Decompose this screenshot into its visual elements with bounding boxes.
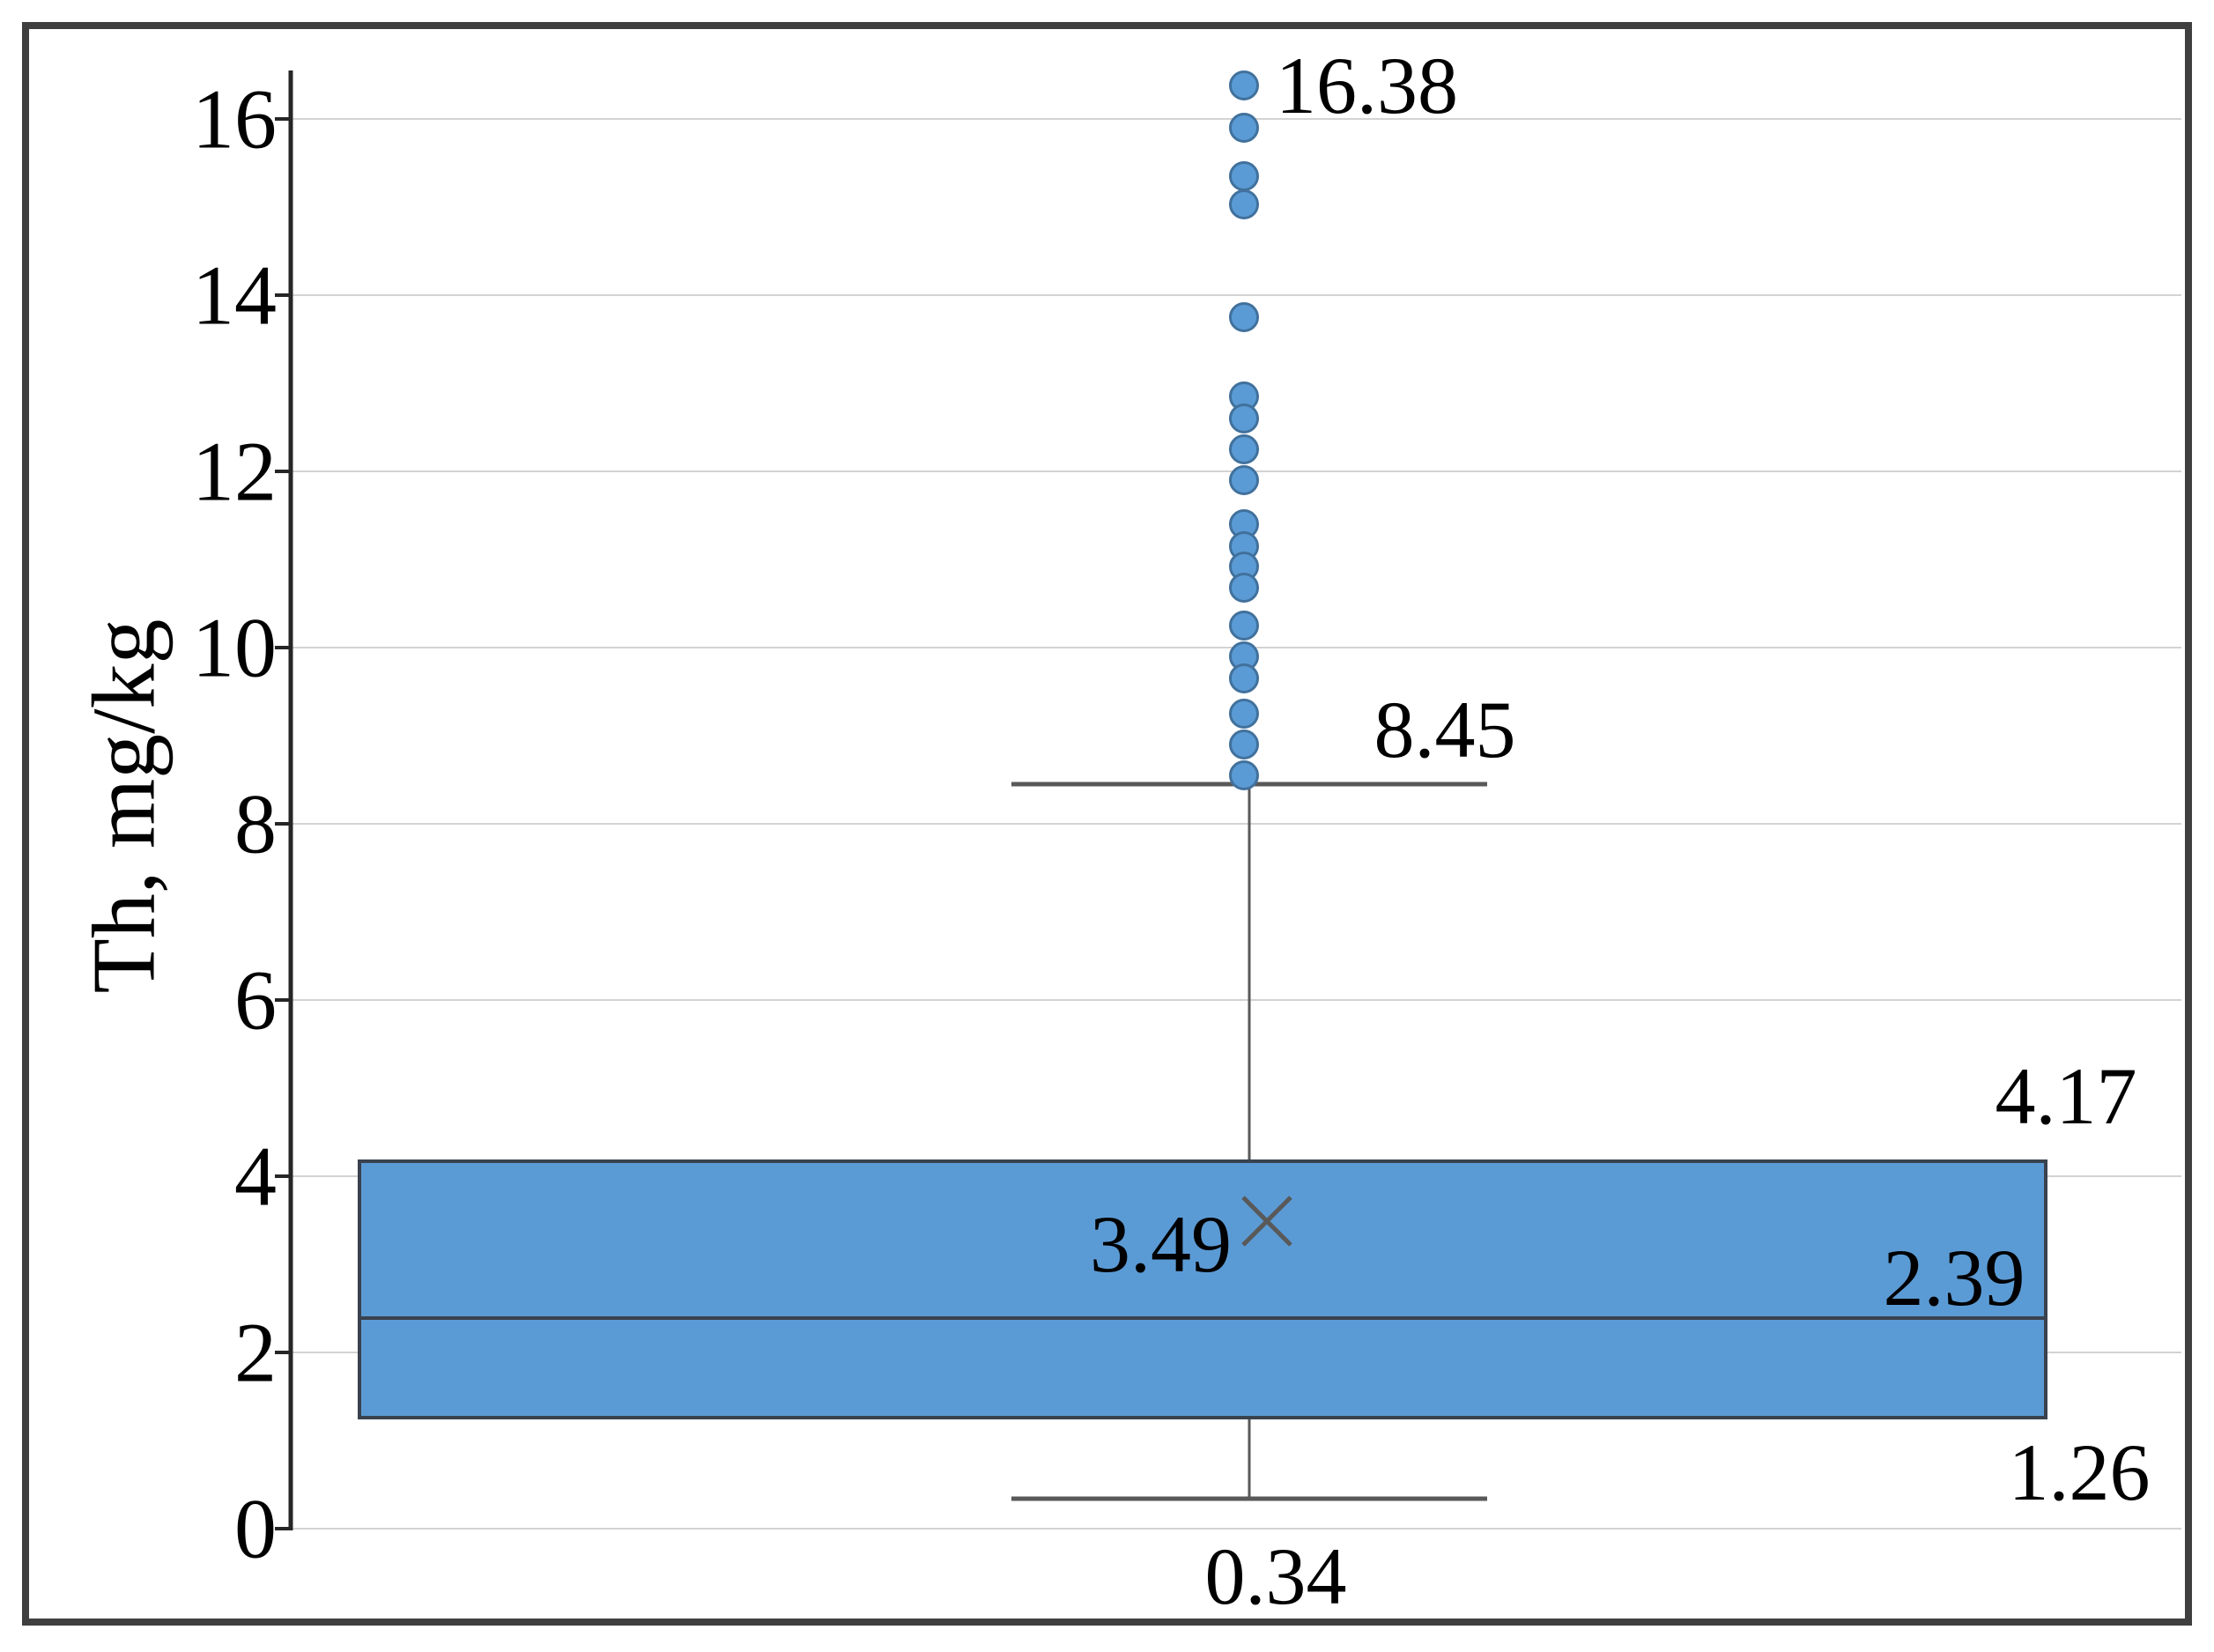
outlier-dot-8 (1229, 465, 1259, 495)
y-axis-title: Th, mg/kg (75, 619, 174, 994)
label-whisker_low: 0.34 (1205, 1531, 1347, 1621)
label-q3: 4.17 (1996, 1051, 2137, 1141)
y-tick-label-6: 6 (234, 953, 277, 1048)
y-tick-label-12: 12 (192, 425, 277, 519)
y-tick-label-4: 4 (234, 1130, 277, 1224)
outlier-dot-13 (1229, 611, 1259, 641)
y-tick-label-8: 8 (234, 777, 277, 871)
outlier-dot-6 (1229, 404, 1259, 433)
label-median: 2.39 (1884, 1233, 2025, 1322)
y-tick-label-14: 14 (192, 248, 277, 343)
y-tick-label-0: 0 (234, 1482, 277, 1576)
outlier-dot-1 (1229, 113, 1259, 143)
outlier-dot-2 (1229, 161, 1259, 191)
label-mean: 3.49 (1090, 1199, 1232, 1289)
outlier-dot-7 (1229, 434, 1259, 464)
label-q1: 1.26 (2009, 1427, 2151, 1517)
iqr-box (358, 1159, 2047, 1419)
figure-border (22, 22, 2192, 1626)
label-whisker_high: 8.45 (1374, 685, 1516, 774)
outlier-dot-12 (1229, 573, 1259, 603)
label-max_outlier: 16.38 (1276, 41, 1458, 130)
y-tick-label-16: 16 (192, 72, 277, 167)
outlier-dot-15 (1229, 663, 1259, 693)
mean-marker-x (1241, 1196, 1292, 1247)
y-tick-label-2: 2 (234, 1306, 277, 1400)
outlier-dot-17 (1229, 730, 1259, 759)
outlier-dot-16 (1229, 699, 1259, 729)
outlier-dot-3 (1229, 189, 1259, 219)
outlier-dot-18 (1229, 760, 1259, 790)
y-tick-label-10: 10 (192, 601, 277, 695)
outlier-dot-4 (1229, 302, 1259, 332)
outlier-dot-0 (1229, 70, 1259, 100)
